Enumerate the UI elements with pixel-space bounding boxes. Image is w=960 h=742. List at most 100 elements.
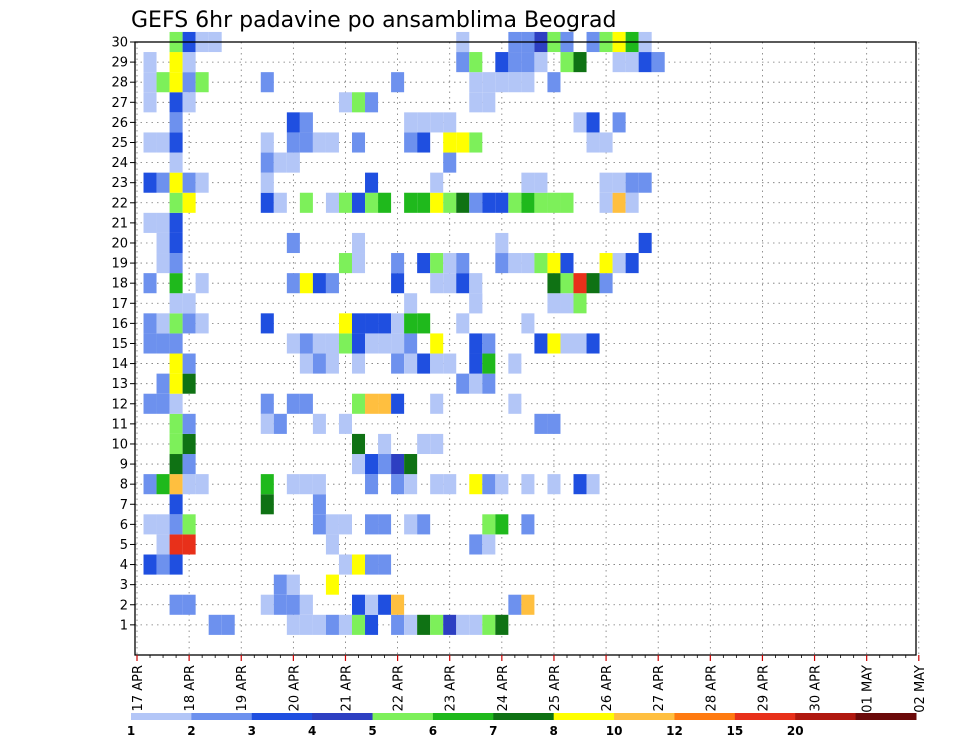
heatmap-cell <box>521 313 535 334</box>
heatmap-cell <box>169 514 183 535</box>
heatmap-cell <box>521 72 535 93</box>
heatmap-cell <box>495 614 509 635</box>
heatmap-cell <box>143 554 157 575</box>
heatmap-cell <box>547 474 561 495</box>
heatmap-cell <box>547 273 561 294</box>
heatmap-cell <box>378 433 392 455</box>
heatmap-cell <box>325 192 339 213</box>
heatmap-cell <box>312 333 326 354</box>
heatmap-cell <box>625 52 639 73</box>
heatmap-cell <box>417 614 431 635</box>
heatmap-cell <box>404 614 418 635</box>
heatmap-cell <box>404 353 418 374</box>
heatmap-cell <box>404 333 418 354</box>
heatmap-cell <box>391 594 405 615</box>
heatmap-cell <box>169 212 183 233</box>
x-tick-label: 21 APR <box>339 665 354 711</box>
heatmap-cell <box>469 92 483 113</box>
heatmap-cell <box>599 172 613 193</box>
heatmap-cell <box>325 353 339 374</box>
heatmap-cell <box>169 393 183 414</box>
colorbar-swatch <box>553 713 615 720</box>
y-tick-label: 29 <box>111 56 128 71</box>
colorbar-swatch <box>131 713 192 720</box>
heatmap-cell <box>156 393 170 414</box>
heatmap-cell <box>625 192 639 213</box>
heatmap-cell <box>156 172 170 193</box>
heatmap-cell <box>260 72 274 93</box>
y-tick-label: 7 <box>120 498 128 513</box>
y-tick-label: 18 <box>111 277 128 292</box>
heatmap-cell <box>573 474 587 495</box>
heatmap-cell <box>182 433 196 455</box>
heatmap-cell <box>143 474 157 495</box>
heatmap-cell <box>417 192 431 213</box>
heatmap-cell <box>156 373 170 394</box>
heatmap-cell <box>612 192 626 213</box>
heatmap-cell <box>299 474 313 495</box>
heatmap-cell <box>456 192 470 213</box>
heatmap-cell <box>482 514 496 535</box>
heatmap-cell <box>208 614 222 635</box>
heatmap-cell <box>378 554 392 575</box>
y-tick-label: 3 <box>120 578 128 593</box>
y-tick-label: 16 <box>111 317 128 332</box>
heatmap-cell <box>404 313 418 334</box>
heatmap-cell <box>351 614 366 635</box>
heatmap-cell <box>482 474 496 495</box>
heatmap-cell <box>391 614 405 635</box>
heatmap-cell <box>169 273 183 294</box>
y-tick-label: 17 <box>111 297 128 312</box>
colorbar-label: 3 <box>248 724 256 738</box>
heatmap-cell <box>443 273 457 294</box>
heatmap-cell <box>573 293 587 314</box>
heatmap-cell <box>351 253 366 274</box>
heatmap-cell <box>182 514 196 535</box>
heatmap-cell <box>417 253 431 274</box>
heatmap-cell <box>430 112 444 133</box>
heatmap-cell <box>625 253 639 274</box>
heatmap-cell <box>156 253 170 274</box>
heatmap-cell <box>365 454 379 475</box>
heatmap-cell <box>508 52 522 73</box>
heatmap-cell <box>417 353 431 374</box>
x-tick-label: 01 MAY <box>861 665 876 713</box>
colorbar-swatch <box>614 713 675 720</box>
heatmap-cell <box>169 373 183 394</box>
y-tick-label: 24 <box>111 156 128 171</box>
heatmap-cell <box>469 333 483 354</box>
heatmap-cell <box>495 232 509 254</box>
heatmap-cell <box>156 313 170 334</box>
heatmap-cell <box>482 92 496 113</box>
heatmap-cell <box>143 52 157 73</box>
heatmap-cell <box>182 313 196 334</box>
heatmap-cell <box>391 474 405 495</box>
heatmap-cell <box>560 293 574 314</box>
heatmap-cell <box>156 232 170 254</box>
heatmap-cell <box>182 594 196 615</box>
heatmap-cell <box>299 192 313 213</box>
heatmap-cell <box>482 353 496 374</box>
heatmap-cell <box>299 112 313 133</box>
heatmap-cell <box>365 333 379 354</box>
colorbar-label: 7 <box>489 724 497 738</box>
heatmap-cell <box>169 152 183 173</box>
heatmap-cell <box>469 474 483 495</box>
x-tick-label: 19 APR <box>235 665 250 711</box>
heatmap-cell <box>182 92 196 113</box>
x-tick-label: 29 APR <box>756 665 771 711</box>
heatmap-cell <box>169 172 183 193</box>
heatmap-cell <box>443 112 457 133</box>
heatmap-cell <box>417 433 431 455</box>
heatmap-cell <box>299 273 313 294</box>
heatmap-cell <box>573 333 587 354</box>
heatmap-cell <box>351 433 366 455</box>
heatmap-cell <box>325 574 339 595</box>
heatmap-cell <box>599 192 613 213</box>
heatmap-cell <box>365 554 379 575</box>
x-axis: 17 APR 18 APR 19 APR 20 APR 21 APR 22 APR 23 A… <box>131 655 928 713</box>
heatmap-cell <box>156 72 170 93</box>
heatmap-cell <box>169 433 183 455</box>
heatmap-cell <box>404 293 418 314</box>
